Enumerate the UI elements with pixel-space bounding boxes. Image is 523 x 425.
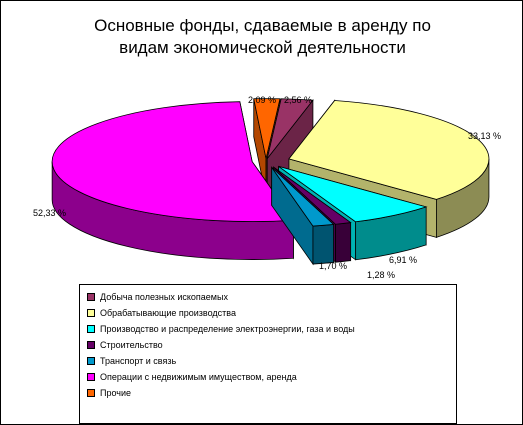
legend-label: Обрабатывающие производства (100, 308, 236, 318)
slice-label: 33,13 % (468, 131, 501, 141)
legend-label: Строительство (100, 340, 163, 350)
legend-swatch (87, 293, 95, 301)
legend-label: Транспорт и связь (100, 356, 177, 366)
legend-swatch (87, 341, 95, 349)
legend-label: Добыча полезных ископаемых (100, 292, 228, 302)
legend-item: Обрабатывающие производства (87, 306, 236, 320)
legend-item: Операции с недвижимым имуществом, аренда (87, 370, 297, 384)
legend-swatch (87, 309, 95, 317)
legend-swatch (87, 373, 95, 381)
legend-swatch (87, 325, 95, 333)
pie-slice-4 (271, 166, 335, 266)
chart-title: Основные фонды, сдаваемые в аренду по ви… (1, 15, 523, 59)
legend-label: Операции с недвижимым имуществом, аренда (100, 372, 297, 382)
legend-label: Производство и распределение электроэнер… (100, 324, 355, 334)
legend-item: Строительство (87, 338, 163, 352)
slice-label: 2,56 % (284, 95, 312, 105)
slice-label: 52,33 % (33, 208, 66, 218)
legend: Добыча полезных ископаемых Обрабатывающие… (79, 284, 457, 424)
legend-item: Производство и распределение электроэнер… (87, 322, 355, 336)
legend-item: Добыча полезных ископаемых (87, 290, 228, 304)
legend-item: Транспорт и связь (87, 354, 176, 368)
chart-title-line-1: Основные фонды, сдаваемые в аренду по (94, 16, 431, 35)
slice-label: 2,09 % (248, 95, 276, 105)
chart-title-line-2: видам экономической деятельности (119, 38, 406, 57)
slice-label: 1,70 % (319, 261, 347, 271)
slice-label: 1,28 % (367, 270, 395, 280)
pie-chart: 2,56 % 33,13 % 6,91 % 1,28 % 1,70 % 52,33 % 2,… (33, 95, 501, 280)
legend-item: Прочие (87, 386, 131, 400)
legend-swatch (87, 389, 95, 397)
legend-swatch (87, 357, 95, 365)
slice-label: 6,91 % (389, 255, 417, 265)
legend-label: Прочие (100, 388, 132, 398)
pie-slice-5 (51, 101, 295, 260)
